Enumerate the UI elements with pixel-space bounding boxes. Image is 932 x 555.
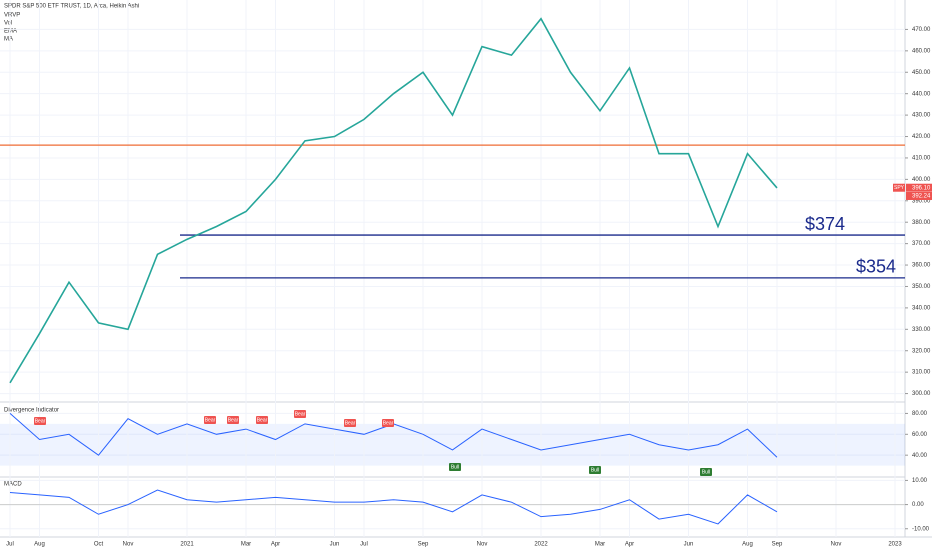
indicator-name: Vol bbox=[4, 21, 12, 27]
x-tick-label: Aug bbox=[34, 542, 45, 548]
x-tick-label: Jun bbox=[330, 542, 340, 548]
divergence-label: Bull bbox=[451, 464, 459, 470]
symbol-tag bbox=[893, 183, 905, 192]
indicator-name: EMA bbox=[4, 29, 17, 35]
x-tick-label: Sep bbox=[418, 542, 429, 548]
y-tick-label: 400.00 bbox=[912, 177, 931, 183]
y-tick-label: 470.00 bbox=[912, 27, 931, 33]
y-tick-label: 320.00 bbox=[912, 348, 931, 354]
x-tick-label: Oct bbox=[94, 542, 104, 548]
y-tick-label: 330.00 bbox=[912, 327, 931, 333]
y-tick-label: 460.00 bbox=[912, 48, 931, 54]
x-tick-label: Aug bbox=[742, 542, 753, 548]
y-tick-label: 40.00 bbox=[912, 453, 928, 459]
x-tick-label: 2021 bbox=[180, 542, 194, 548]
level-label: $354 bbox=[856, 257, 896, 277]
divergence-tag bbox=[700, 468, 712, 476]
macd-line bbox=[9, 489, 778, 525]
price-tag bbox=[906, 191, 932, 200]
divergence-tag bbox=[382, 419, 394, 427]
x-tick-label: Jul bbox=[6, 542, 14, 548]
y-tick-label: 380.00 bbox=[912, 220, 931, 226]
divergence-tag bbox=[34, 417, 46, 425]
price-tag bbox=[906, 183, 932, 192]
y-tick-label: 390.00 bbox=[912, 198, 931, 204]
divergence-tag bbox=[204, 416, 216, 424]
y-tick-label: 440.00 bbox=[912, 91, 931, 97]
level-label: $374 bbox=[805, 214, 845, 234]
divergence-label: Bear bbox=[257, 417, 268, 423]
x-tick-label: Apr bbox=[625, 542, 634, 548]
oscillator-title: Divergence Indicator bbox=[4, 408, 59, 414]
divergence-label: Bull bbox=[702, 469, 710, 475]
price-tag-label: 396.10 bbox=[912, 185, 931, 191]
y-tick-label: 430.00 bbox=[912, 113, 931, 119]
indicator-name: VRVP bbox=[4, 13, 20, 19]
divergence-tag bbox=[449, 463, 461, 471]
y-tick-label: 80.00 bbox=[912, 411, 928, 417]
y-tick-label: 60.00 bbox=[912, 432, 928, 438]
divergence-label: Bear bbox=[205, 417, 216, 423]
divergence-tag bbox=[344, 419, 356, 427]
divergence-label: Bear bbox=[228, 417, 239, 423]
x-tick-label: Jun bbox=[684, 542, 694, 548]
x-tick-label: Mar bbox=[241, 542, 251, 548]
y-tick-label: 350.00 bbox=[912, 284, 931, 290]
divergence-tag bbox=[227, 416, 239, 424]
x-tick-label: 2023 bbox=[888, 542, 902, 548]
chart-title: SPDR S&P 500 ETF TRUST, 1D, Arca, Heikin… bbox=[4, 4, 139, 10]
y-tick-label: 360.00 bbox=[912, 263, 931, 269]
symbol-label: SPY bbox=[894, 185, 905, 191]
y-tick-label: 300.00 bbox=[912, 391, 931, 397]
y-tick-label: 0.00 bbox=[912, 502, 924, 508]
x-tick-label: Nov bbox=[831, 542, 842, 548]
indicator-name: MA bbox=[4, 37, 13, 43]
y-tick-label: 450.00 bbox=[912, 70, 931, 76]
x-tick-label: Mar bbox=[595, 542, 605, 548]
y-tick-label: 420.00 bbox=[912, 134, 931, 140]
divergence-label: Bear bbox=[345, 420, 356, 426]
x-tick-label: Nov bbox=[123, 542, 134, 548]
macd-title: MACD bbox=[4, 482, 22, 488]
y-tick-label: 10.00 bbox=[912, 478, 928, 484]
y-tick-label: 410.00 bbox=[912, 156, 931, 162]
divergence-tag bbox=[589, 466, 601, 474]
divergence-label: Bear bbox=[383, 420, 394, 426]
price-tag-label: 392.24 bbox=[912, 194, 931, 200]
divergence-label: Bull bbox=[591, 467, 599, 473]
price-line bbox=[9, 17, 778, 384]
divergence-label: Bear bbox=[35, 418, 46, 424]
x-tick-label: Apr bbox=[271, 542, 280, 548]
x-tick-label: Jul bbox=[360, 542, 368, 548]
divergence-label: Bear bbox=[295, 411, 306, 417]
y-tick-label: 370.00 bbox=[912, 241, 931, 247]
oscillator-band bbox=[0, 423, 905, 466]
x-tick-label: 2022 bbox=[534, 542, 548, 548]
x-tick-label: Sep bbox=[772, 542, 783, 548]
y-tick-label: -10.00 bbox=[912, 526, 930, 532]
x-tick-label: Nov bbox=[477, 542, 488, 548]
y-tick-label: 340.00 bbox=[912, 305, 931, 311]
y-tick-label: 310.00 bbox=[912, 370, 931, 376]
divergence-tag bbox=[294, 410, 306, 418]
divergence-tag bbox=[256, 416, 268, 424]
